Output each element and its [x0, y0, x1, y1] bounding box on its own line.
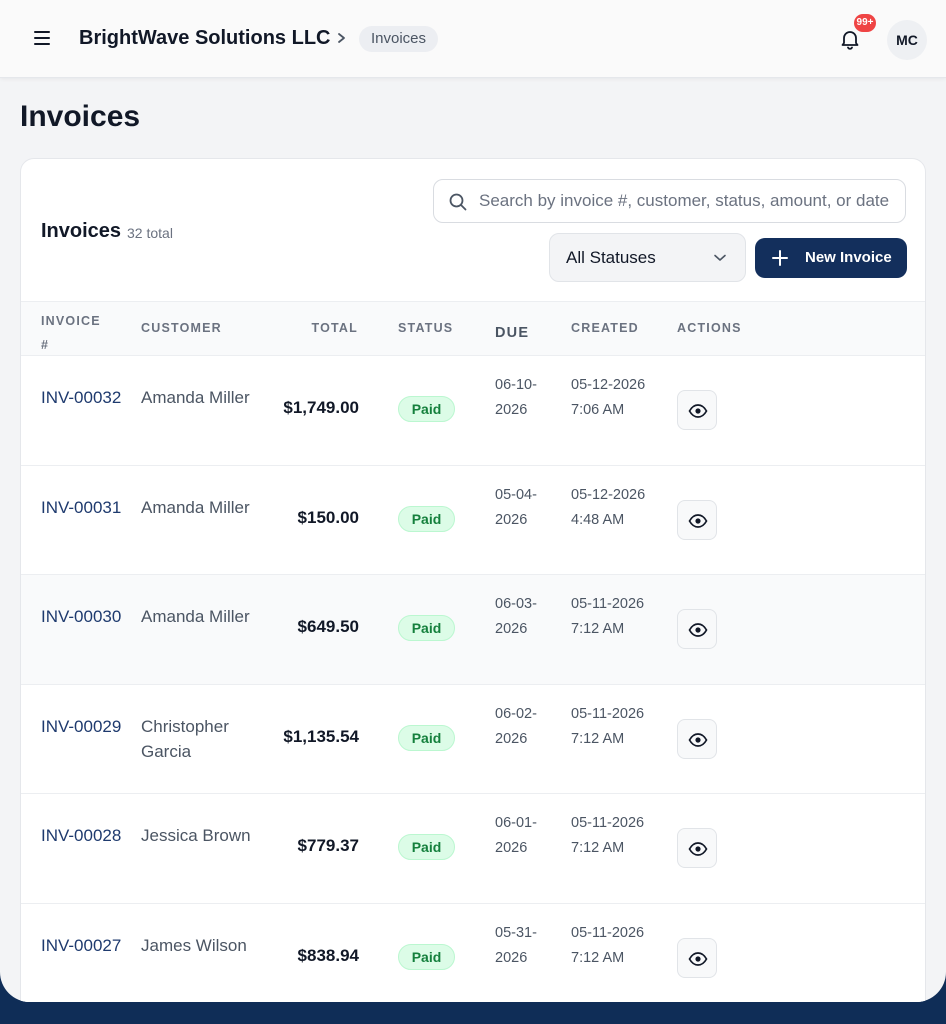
- created-date: 05-12-2026 7:06 AM: [571, 377, 646, 418]
- table-row: INV-00028 Jessica Brown $779.37 Paid 06-…: [21, 794, 925, 904]
- invoice-total: $1,135.54: [283, 726, 359, 746]
- card-title: Invoices: [41, 220, 122, 242]
- table-row: INV-00027 James Wilson $838.94 Paid 05-3…: [21, 903, 925, 1002]
- created-date: 05-11-2026 7:12 AM: [571, 705, 645, 747]
- plus-icon: [772, 250, 788, 266]
- status-badge: Paid: [398, 505, 455, 532]
- invoice-link[interactable]: INV-00027: [41, 935, 122, 955]
- avatar[interactable]: MC: [887, 20, 927, 60]
- notification-badge: 99+: [854, 14, 876, 32]
- table-row: INV-00032 Amanda Miller $1,749.00 Paid 0…: [21, 356, 925, 466]
- customer-name: Jessica Brown: [141, 826, 251, 845]
- col-total[interactable]: Total: [311, 321, 358, 335]
- status-badge: Paid: [398, 615, 455, 641]
- status-badge: Paid: [398, 724, 455, 751]
- search-box: [433, 179, 906, 223]
- chevron-down-icon: [714, 254, 726, 261]
- col-customer[interactable]: Customer: [141, 321, 222, 335]
- company-name: BrightWave Solutions LLC: [79, 27, 331, 49]
- breadcrumb-current[interactable]: Invoices: [359, 26, 439, 52]
- status-badge: Paid: [398, 834, 455, 860]
- status-badge: Paid: [398, 396, 455, 422]
- search-icon: [449, 193, 467, 211]
- invoice-link[interactable]: INV-00032: [41, 388, 122, 407]
- top-bar: BrightWave Solutions LLC Invoices 99+ MC: [0, 0, 946, 78]
- invoice-total: $1,749.00: [283, 398, 359, 417]
- col-created[interactable]: Created: [571, 321, 639, 335]
- created-date: 05-12-2026 4:48 AM: [571, 486, 646, 528]
- page-title: Invoices: [20, 100, 141, 133]
- eye-icon: [688, 513, 708, 528]
- col-due[interactable]: Due: [495, 325, 530, 341]
- view-button[interactable]: [677, 937, 717, 978]
- eye-icon: [688, 623, 708, 637]
- new-invoice-label: New Invoice: [805, 249, 892, 266]
- chevron-right-icon: [338, 33, 345, 43]
- due-date: 05-31-2026: [495, 924, 537, 966]
- customer-name: Amanda Miller: [141, 388, 250, 407]
- table-row: INV-00031 Amanda Miller $150.00 Paid 05-…: [21, 465, 925, 575]
- due-date: 06-10-2026: [495, 377, 537, 418]
- view-button[interactable]: [677, 718, 717, 759]
- invoices-card: Invoices 32 total All Statuses Ne: [20, 158, 926, 1002]
- view-button[interactable]: [677, 499, 717, 540]
- table-header: Invoice # Customer Total Status Due Crea…: [21, 302, 925, 356]
- due-date: 06-02-2026: [495, 705, 537, 747]
- status-badge: Paid: [398, 943, 455, 970]
- col-actions: Actions: [677, 321, 742, 335]
- due-date: 06-01-2026: [495, 815, 537, 856]
- created-date: 05-11-2026 7:12 AM: [571, 815, 645, 856]
- invoice-link[interactable]: INV-00031: [41, 497, 122, 517]
- card-header: Invoices 32 total All Statuses Ne: [21, 159, 925, 302]
- eye-icon: [688, 732, 708, 747]
- table-body: INV-00032 Amanda Miller $1,749.00 Paid 0…: [21, 356, 925, 1002]
- status-filter-value: All Statuses: [566, 248, 656, 267]
- invoice-link[interactable]: INV-00028: [41, 826, 122, 845]
- due-date: 06-03-2026: [495, 596, 537, 637]
- invoice-total: $150.00: [297, 507, 359, 527]
- customer-name: Amanda Miller: [141, 607, 250, 626]
- customer-name: James Wilson: [141, 935, 247, 955]
- search-input[interactable]: [479, 180, 899, 222]
- menu-icon[interactable]: [34, 31, 50, 45]
- invoice-total: $649.50: [297, 617, 359, 636]
- col-status[interactable]: Status: [398, 321, 454, 335]
- app-screen: BrightWave Solutions LLC Invoices 99+ MC…: [0, 0, 946, 1002]
- view-button[interactable]: [677, 390, 717, 430]
- view-button[interactable]: [677, 828, 717, 868]
- eye-icon: [688, 842, 708, 856]
- invoice-count: 32 total: [127, 225, 173, 241]
- status-filter-select[interactable]: All Statuses: [549, 233, 746, 282]
- invoice-link[interactable]: INV-00029: [41, 716, 122, 736]
- created-date: 05-11-2026 7:12 AM: [571, 924, 645, 966]
- col-invoice[interactable]: Invoice #: [41, 314, 101, 352]
- customer-name: Amanda Miller: [141, 497, 250, 517]
- new-invoice-button[interactable]: New Invoice: [755, 238, 907, 278]
- eye-icon: [688, 404, 708, 418]
- table-row: INV-00029 Christopher Garcia $1,135.54 P…: [21, 684, 925, 794]
- customer-name: Christopher Garcia: [141, 716, 229, 761]
- view-button[interactable]: [677, 609, 717, 649]
- created-date: 05-11-2026 7:12 AM: [571, 596, 645, 637]
- invoice-total: $779.37: [297, 836, 359, 855]
- invoice-link[interactable]: INV-00030: [41, 607, 122, 626]
- invoice-total: $838.94: [297, 945, 359, 965]
- table-row: INV-00030 Amanda Miller $649.50 Paid 06-…: [21, 575, 925, 685]
- bell-icon[interactable]: [838, 27, 862, 51]
- due-date: 05-04-2026: [495, 486, 537, 528]
- eye-icon: [688, 951, 708, 966]
